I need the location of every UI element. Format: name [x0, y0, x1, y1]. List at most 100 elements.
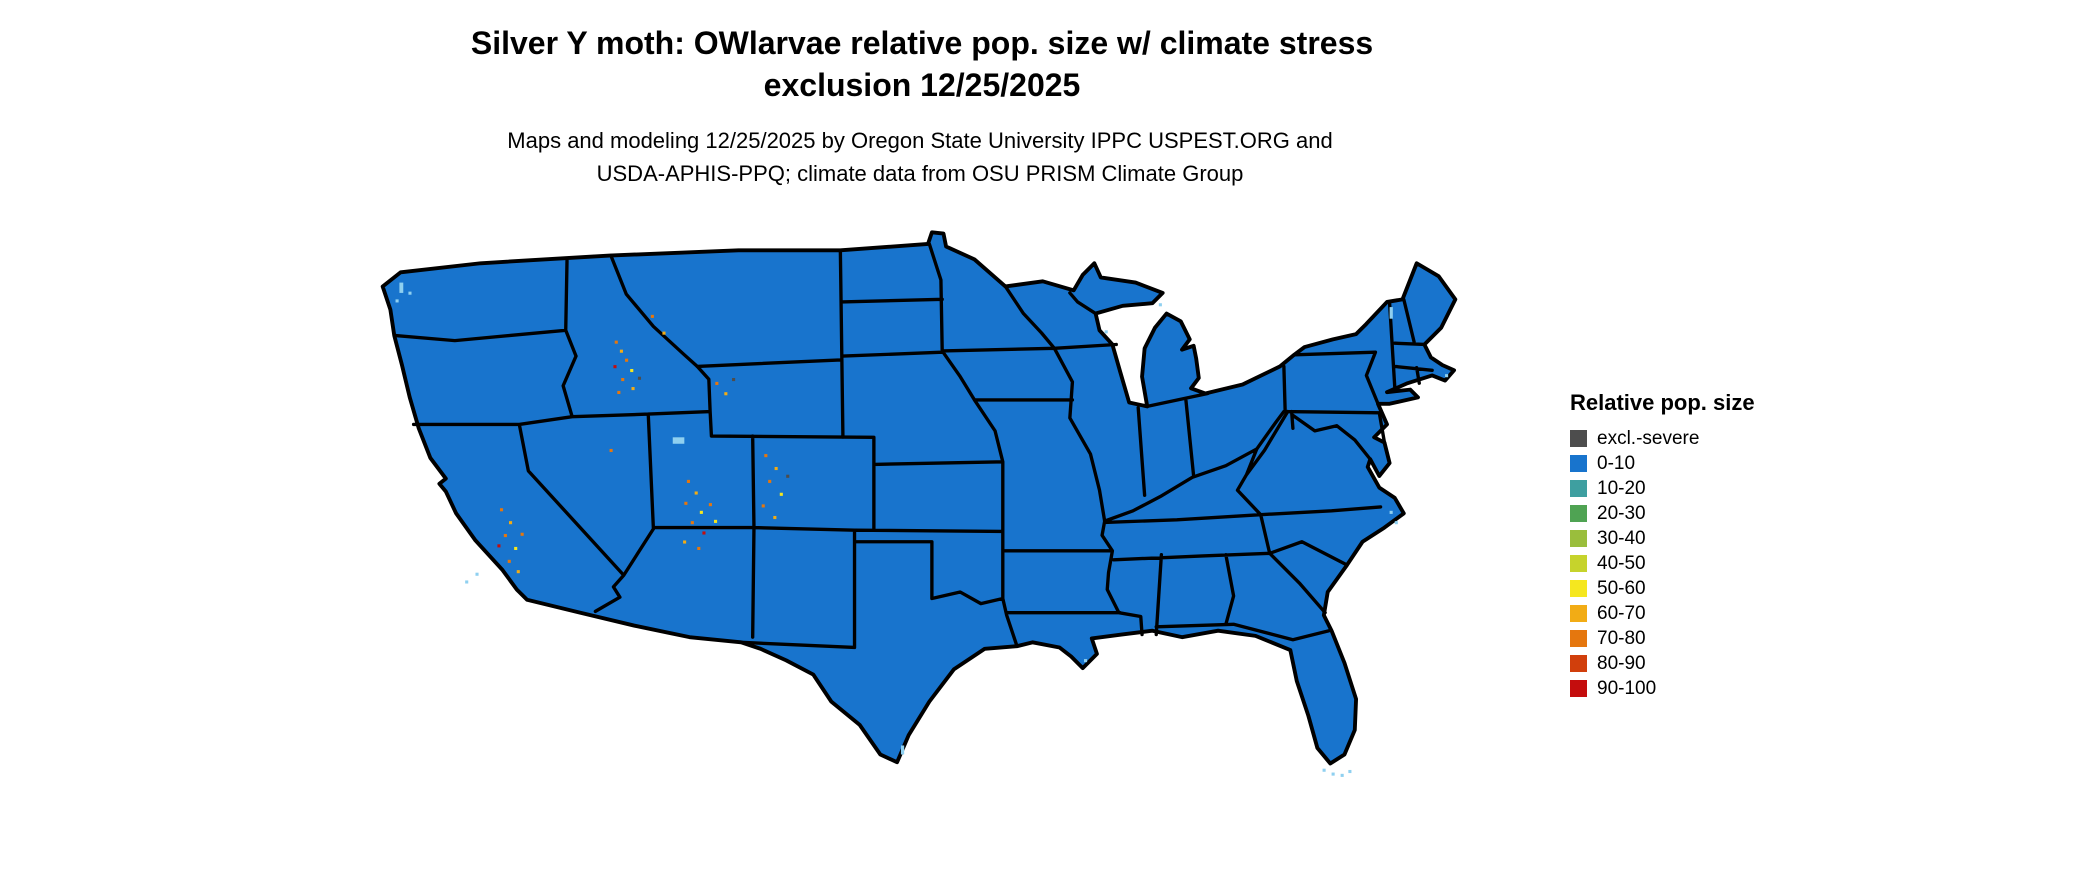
map-speckle [1322, 768, 1326, 772]
legend-item: excl.-severe [1570, 429, 1870, 448]
legend-label: 10-20 [1597, 478, 1646, 499]
legend-swatch [1570, 555, 1587, 572]
map-speckle [694, 491, 698, 495]
map-speckle [497, 544, 501, 548]
map-speckle [508, 521, 513, 525]
legend-item: 20-30 [1570, 503, 1870, 524]
subtitle-line-2: USDA-APHIS-PPQ; climate data from OSU PR… [596, 161, 1244, 186]
map-speckle [1104, 330, 1108, 334]
legend-item: 30-40 [1570, 528, 1870, 549]
legend-title: Relative pop. size [1570, 390, 1755, 415]
map-speckle [475, 572, 479, 576]
map-speckle [662, 331, 666, 335]
legend-swatch [1570, 580, 1587, 597]
map-speckle [724, 392, 728, 396]
legend-item: 60-70 [1570, 603, 1870, 624]
legend-item: 50-60 [1570, 578, 1870, 599]
legend-swatch [1570, 630, 1587, 647]
map-speckle [499, 508, 504, 512]
map-speckle [465, 580, 469, 584]
legend-label: 30-40 [1597, 528, 1646, 549]
map-speckle [1348, 769, 1352, 774]
map-speckle [672, 437, 685, 444]
legend-label: 80-90 [1597, 653, 1646, 674]
legend-swatch [1570, 655, 1587, 672]
map-speckle [503, 534, 507, 538]
map-speckle [684, 501, 688, 505]
map-speckle [609, 448, 613, 453]
legend-label: 90-100 [1597, 678, 1657, 699]
map-speckle [621, 378, 625, 382]
map-speckle [702, 531, 706, 535]
map-speckle [617, 390, 621, 394]
map-speckle [619, 349, 623, 353]
map-speckle [625, 358, 629, 362]
legend-item: 40-50 [1570, 553, 1870, 574]
chart-subtitle: Maps and modeling 12/25/2025 by Oregon S… [507, 124, 1332, 190]
map-speckle [516, 570, 520, 574]
map-speckle [683, 540, 687, 544]
map-speckle [774, 466, 778, 471]
map-speckle [1389, 510, 1393, 514]
map-speckle [768, 479, 772, 483]
map-speckle [697, 546, 701, 551]
map-speckle [613, 365, 617, 369]
legend-label: 20-30 [1597, 503, 1646, 524]
map-speckle [708, 503, 712, 507]
map-speckle [637, 376, 642, 380]
map-legend: Relative pop. size excl.-severe 0-10 10-20… [1570, 390, 1870, 705]
legend-item: 90-100 [1570, 678, 1870, 699]
map-speckle [1158, 303, 1162, 307]
map-speckle [761, 504, 765, 508]
title-line-1: Silver Y moth: OWlarvae relative pop. si… [470, 25, 1374, 61]
legend-label: 50-60 [1597, 578, 1646, 599]
map-speckle [690, 521, 694, 525]
map-speckle [713, 519, 718, 523]
legend-swatch [1570, 455, 1587, 472]
us-choropleth-map [380, 230, 1458, 777]
legend-items: excl.-severe 0-10 10-20 20-30 30-40 40-50 50-6… [1570, 429, 1870, 699]
legend-swatch [1570, 680, 1587, 697]
map-speckle [1084, 659, 1088, 663]
legend-swatch [1570, 505, 1587, 522]
legend-label: 40-50 [1597, 553, 1646, 574]
map-speckle [1389, 307, 1393, 319]
chart-title: Silver Y moth: OWlarvae relative pop. si… [471, 22, 1373, 106]
map-speckle [395, 299, 399, 303]
legend-label: 70-80 [1597, 628, 1646, 649]
legend-item: 70-80 [1570, 628, 1870, 649]
map-speckle [1331, 772, 1335, 776]
map-speckle [686, 479, 691, 483]
map-speckle [408, 291, 412, 295]
map-speckle [514, 546, 518, 551]
title-line-2: exclusion 12/25/2025 [763, 67, 1081, 104]
legend-swatch [1570, 480, 1587, 497]
conus-landmass [380, 230, 1458, 766]
subtitle-line-1: Maps and modeling 12/25/2025 by Oregon S… [507, 128, 1333, 153]
legend-item: 80-90 [1570, 653, 1870, 674]
map-speckle [650, 314, 654, 318]
state-borders [392, 242, 1434, 650]
legend-label: 60-70 [1597, 603, 1646, 624]
legend-swatch [1570, 430, 1587, 447]
map-speckle [631, 387, 635, 391]
legend-swatch [1570, 530, 1587, 547]
map-speckle [1445, 374, 1449, 378]
map-speckle [1394, 521, 1398, 525]
legend-item: 10-20 [1570, 478, 1870, 499]
map-speckle [715, 381, 719, 385]
legend-swatch [1570, 605, 1587, 622]
map-speckle [699, 510, 703, 514]
map-speckle [779, 492, 783, 496]
map-speckle [507, 559, 511, 563]
legend-label: 0-10 [1597, 453, 1636, 474]
map-speckle [399, 282, 404, 293]
map-speckle [764, 454, 768, 458]
map-speckle [773, 515, 777, 520]
map-speckle [630, 368, 634, 373]
map-speckle [900, 745, 905, 755]
hotspot-speckles [395, 282, 1449, 777]
map-speckle [732, 378, 736, 382]
map-speckle [614, 340, 618, 344]
